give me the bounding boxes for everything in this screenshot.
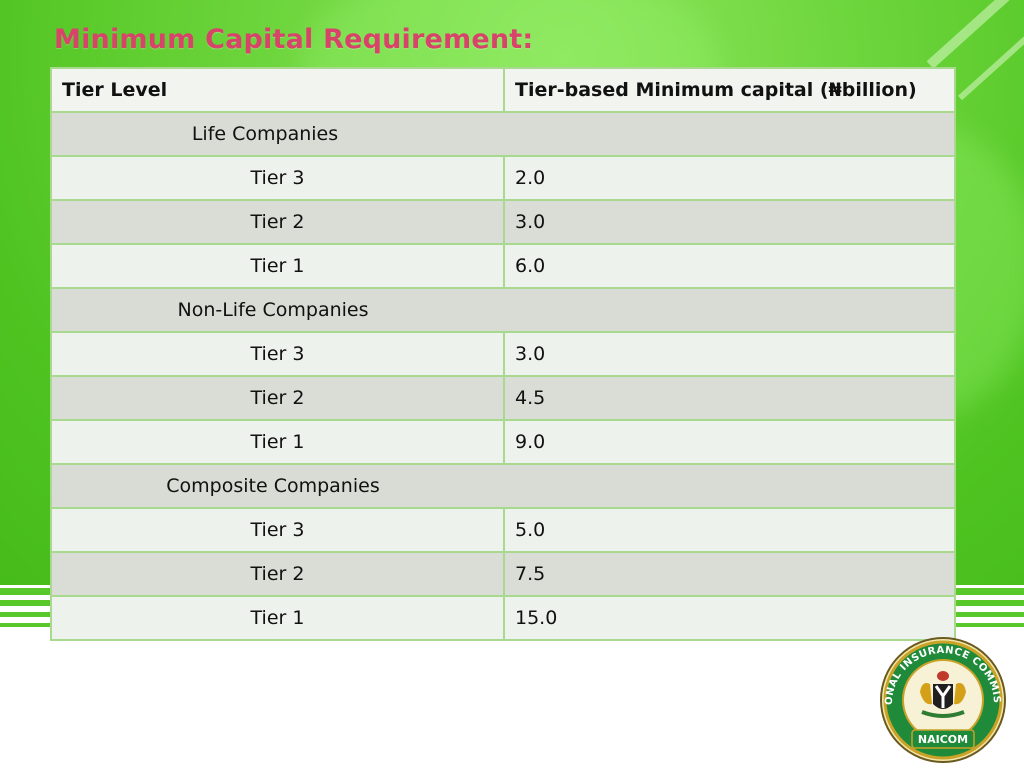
capital-cell: 6.0 [503,243,956,289]
group-row-composite: Composite Companies [50,463,956,509]
group-label: Composite Companies [166,475,380,497]
group-row-life: Life Companies [50,111,956,157]
capital-cell: 3.0 [503,199,956,245]
capital-cell: 9.0 [503,419,956,465]
tier-cell: Tier 1 [50,243,505,289]
tier-cell: Tier 1 [50,595,505,641]
capital-cell: 15.0 [503,595,956,641]
page-title: Minimum Capital Requirement: [54,24,534,55]
group-row-non-life: Non-Life Companies [50,287,956,333]
capital-cell: 4.5 [503,375,956,421]
table-row: Tier 2 7.5 [50,551,956,597]
seal-acronym: NAICOM [918,733,968,746]
tier-cell: Tier 1 [50,419,505,465]
table-row: Tier 3 5.0 [50,507,956,553]
group-label: Life Companies [191,123,339,145]
tier-cell: Tier 2 [50,375,505,421]
table-row: Tier 2 3.0 [50,199,956,245]
capital-cell: 2.0 [503,155,956,201]
capital-cell: 5.0 [503,507,956,553]
capital-cell: 3.0 [503,331,956,377]
coat-of-arms-icon [920,671,966,718]
table-row: Tier 1 6.0 [50,243,956,289]
table-row: Tier 3 2.0 [50,155,956,201]
table-row: Tier 2 4.5 [50,375,956,421]
tier-cell: Tier 3 [50,331,505,377]
tier-cell: Tier 3 [50,155,505,201]
naicom-seal-logo: NATIONAL INSURANCE COMMISSION NAICOM [870,632,1006,763]
column-header-tier-level: Tier Level [50,67,505,113]
table-row: Tier 1 9.0 [50,419,956,465]
tier-cell: Tier 2 [50,551,505,597]
tier-cell: Tier 2 [50,199,505,245]
column-header-minimum-capital: Tier-based Minimum capital (₦billion) [503,67,956,113]
table-row: Tier 3 3.0 [50,331,956,377]
tier-cell: Tier 3 [50,507,505,553]
capital-cell: 7.5 [503,551,956,597]
table-row: Tier 1 15.0 [50,595,956,641]
group-label: Non-Life Companies [177,299,369,321]
capital-requirement-table: Tier Level Tier-based Minimum capital (₦… [50,67,956,641]
table-header-row: Tier Level Tier-based Minimum capital (₦… [50,67,956,113]
